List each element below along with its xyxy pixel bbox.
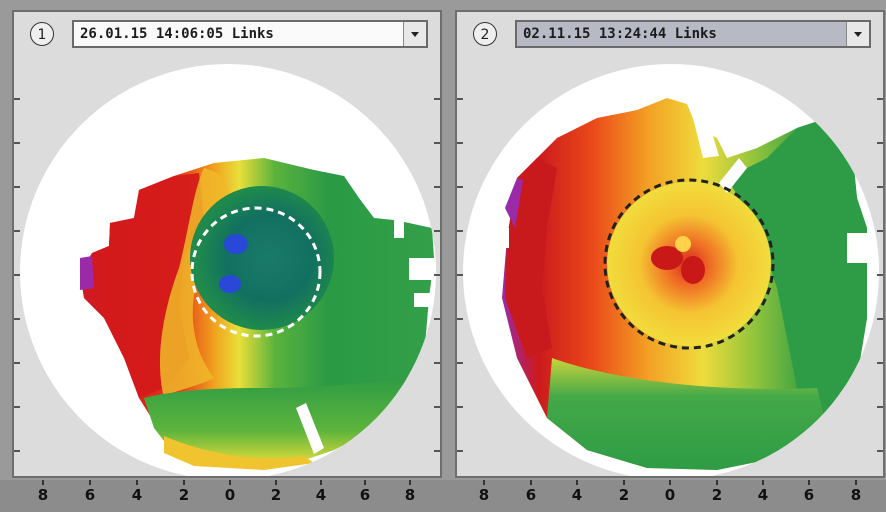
topography-panel-1: 1 26.01.15 14:06:05 Links	[12, 10, 442, 478]
panel-1-pupil-outline	[190, 206, 322, 338]
axis-1-label-3: 2	[178, 486, 190, 504]
axis-1-label-4: 0	[224, 486, 236, 504]
axis-1-label-5: 2	[270, 486, 282, 504]
panel-2-exam-select[interactable]: 02.11.15 13:24:44 Links	[515, 20, 871, 48]
panel-2-left-ruler	[457, 58, 469, 476]
panel-1-exam-select-value: 26.01.15 14:06:05 Links	[80, 26, 274, 42]
axis-2-label-8: 8	[850, 486, 862, 504]
panel-2-map-area[interactable]	[457, 58, 883, 476]
panel-1-map-area[interactable]	[14, 58, 440, 476]
panel-1-exam-select[interactable]: 26.01.15 14:06:05 Links	[72, 20, 428, 48]
panel-2-number: 2	[473, 22, 497, 46]
panel-2-corneal-map[interactable]	[457, 58, 883, 476]
panel-2-pupil-outline	[603, 178, 775, 350]
x-axis-strip: 8 6 4 2 0 2 4 6 8 8 6 4 2 0 2 4 6 8	[0, 480, 886, 512]
axis-1-label-7: 6	[359, 486, 371, 504]
axis-1-label-1: 6	[84, 486, 96, 504]
axis-1-label-0: 8	[37, 486, 49, 504]
topography-panel-2: 2 02.11.15 13:24:44 Links	[455, 10, 885, 478]
axis-1-label-6: 4	[315, 486, 327, 504]
panel-1-corneal-map[interactable]	[14, 58, 440, 476]
axis-2-label-3: 2	[618, 486, 630, 504]
axis-1-label-8: 8	[404, 486, 416, 504]
axis-2-label-1: 6	[525, 486, 537, 504]
panel-1-right-ruler	[428, 58, 440, 476]
axis-2-label-2: 4	[571, 486, 583, 504]
axis-1-label-2: 4	[131, 486, 143, 504]
panel-2-exam-select-value: 02.11.15 13:24:44 Links	[523, 26, 717, 42]
panel-2-right-ruler	[871, 58, 883, 476]
chevron-down-icon[interactable]	[846, 22, 869, 46]
panel-1-left-ruler	[14, 58, 26, 476]
panel-2-header: 2 02.11.15 13:24:44 Links	[457, 12, 883, 59]
axis-2-label-5: 2	[711, 486, 723, 504]
axis-2-label-0: 8	[478, 486, 490, 504]
axis-2-label-6: 4	[757, 486, 769, 504]
panel-1-number: 1	[30, 22, 54, 46]
axis-2-label-7: 6	[803, 486, 815, 504]
chevron-down-icon[interactable]	[403, 22, 426, 46]
panel-1-header: 1 26.01.15 14:06:05 Links	[14, 12, 440, 59]
axis-2-label-4: 0	[664, 486, 676, 504]
